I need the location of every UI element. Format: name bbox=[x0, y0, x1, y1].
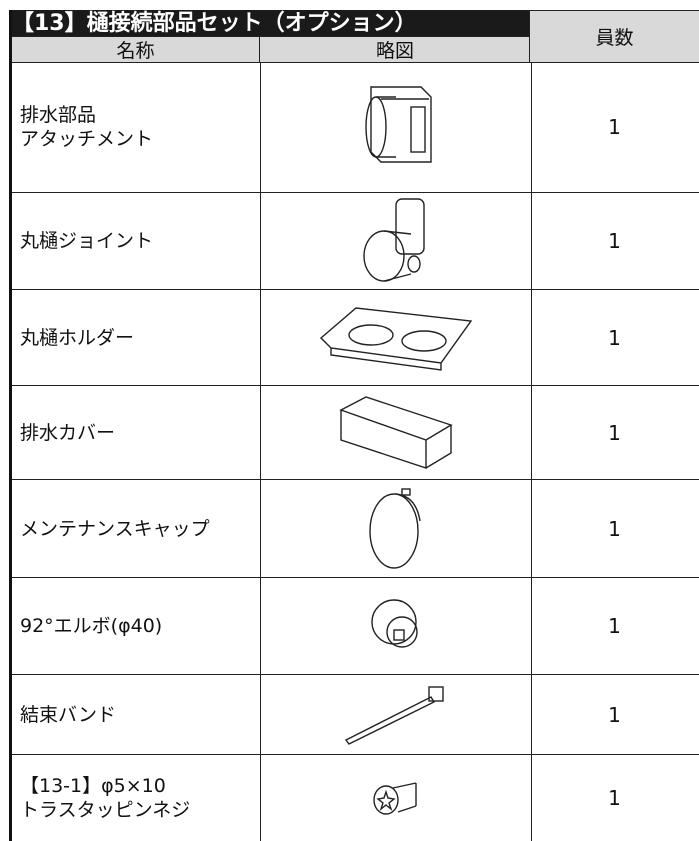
column-header: 員数 bbox=[529, 10, 699, 63]
part-name: 丸樋ジョイント bbox=[10, 193, 270, 289]
column-header: 略図 bbox=[259, 36, 531, 63]
part-name: 排水カバー bbox=[10, 386, 270, 479]
name-line: 【13-1】φ5×10 bbox=[20, 775, 166, 797]
part-count: 1 bbox=[608, 786, 621, 810]
name-line: メンテナンスキャップ bbox=[20, 517, 210, 540]
table-row: 丸樋ホルダー 1 bbox=[10, 290, 699, 386]
part-count: 1 bbox=[608, 614, 621, 638]
table-row: 排水カバー 1 bbox=[10, 386, 699, 480]
part-count: 1 bbox=[608, 229, 621, 253]
name-line: トラスタッピンネジ bbox=[20, 799, 191, 821]
column-header: 名称 bbox=[10, 36, 261, 63]
part-name: 丸樋ホルダー bbox=[10, 290, 270, 385]
part-diagram bbox=[260, 578, 532, 674]
table-row: 排水部品 アタッチメント 1 bbox=[10, 62, 699, 193]
name-line: アタッチメント bbox=[20, 128, 154, 150]
part-icon bbox=[339, 396, 453, 469]
part-icon bbox=[373, 782, 417, 815]
part-count: 1 bbox=[608, 420, 621, 445]
part-count: 1 bbox=[608, 702, 621, 727]
part-icon bbox=[371, 599, 418, 648]
part-diagram bbox=[260, 755, 532, 841]
part-icon bbox=[344, 685, 444, 745]
table-row: 結束バンド 1 bbox=[10, 675, 699, 755]
table-row: メンテナンスキャップ 1 bbox=[10, 480, 699, 578]
name-line: 丸樋ホルダー bbox=[20, 326, 135, 349]
part-name: 排水部品 アタッチメント bbox=[10, 62, 270, 192]
part-diagram bbox=[260, 290, 532, 385]
table-row: 【13-1】φ5×10 トラスタッピンネジ 1 bbox=[10, 755, 699, 841]
part-icon bbox=[363, 197, 425, 282]
part-count: 1 bbox=[608, 115, 621, 139]
table-border bbox=[9, 10, 12, 841]
part-diagram bbox=[260, 386, 532, 479]
part-count: 1 bbox=[608, 325, 621, 350]
part-diagram bbox=[260, 62, 532, 192]
name-line: 排水カバー bbox=[20, 421, 116, 444]
part-name: 結束バンド bbox=[10, 675, 270, 754]
name-line: 丸樋ジョイント bbox=[20, 230, 154, 252]
table-title: 【13】樋接続部品セット（オプション） bbox=[10, 10, 530, 37]
part-icon bbox=[369, 488, 421, 569]
part-name: 【13-1】φ5×10 トラスタッピンネジ bbox=[10, 755, 270, 841]
part-diagram bbox=[260, 193, 532, 289]
part-name: 92°エルボ(φ40) bbox=[10, 578, 270, 674]
part-count: 1 bbox=[608, 516, 621, 541]
table-row: 丸樋ジョイント 1 bbox=[10, 193, 699, 290]
part-diagram bbox=[260, 675, 532, 754]
name-line: 結束バンド bbox=[20, 703, 116, 726]
part-icon bbox=[365, 86, 432, 163]
name-line: 92°エルボ(φ40) bbox=[20, 615, 163, 637]
part-diagram bbox=[260, 480, 532, 577]
name-line: 排水部品 bbox=[20, 104, 97, 126]
table-row: 92°エルボ(φ40) 1 bbox=[10, 578, 699, 675]
part-name: メンテナンスキャップ bbox=[10, 480, 270, 577]
part-icon bbox=[319, 306, 473, 371]
